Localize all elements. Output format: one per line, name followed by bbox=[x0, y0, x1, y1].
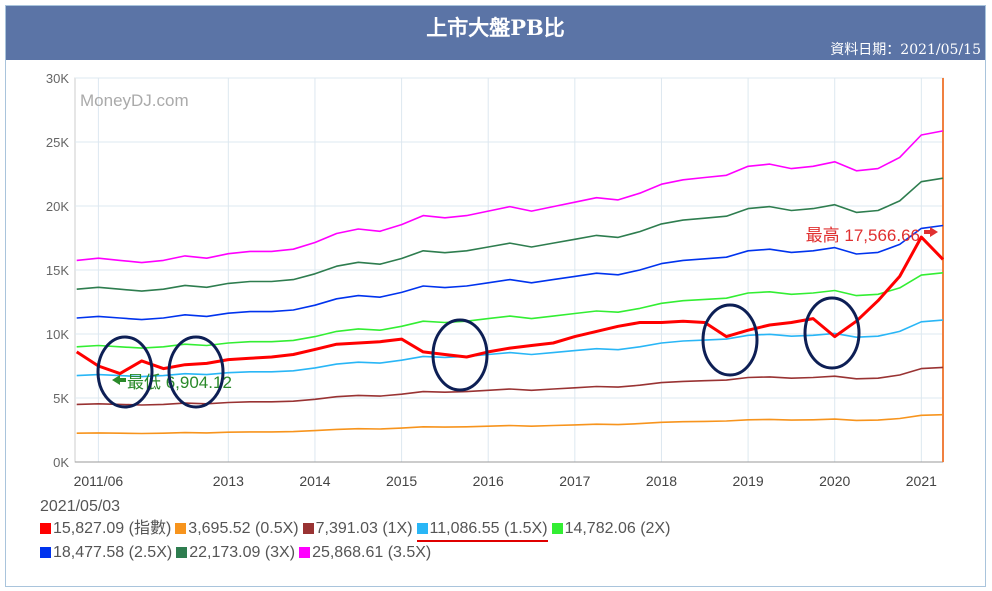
x-tick-label: 2016 bbox=[473, 473, 504, 489]
highlight-circle bbox=[167, 335, 225, 409]
x-tick-label: 2021 bbox=[906, 473, 937, 489]
y-tick-label: 25K bbox=[46, 135, 69, 150]
legend-label: 15,827.09 (指數) bbox=[53, 520, 172, 537]
legend-label: 25,868.61 (3.5X) bbox=[312, 544, 432, 561]
legend-swatch bbox=[416, 523, 428, 534]
x-tick-label: 2013 bbox=[213, 473, 244, 489]
highlight-circle bbox=[96, 335, 154, 409]
x-tick-label: 2014 bbox=[299, 473, 330, 489]
highlight-circle bbox=[701, 303, 759, 377]
chart-title: 上市大盤PB比 bbox=[426, 15, 565, 40]
legend-swatch bbox=[40, 523, 51, 534]
series-line-0_5X bbox=[76, 413, 944, 435]
arrow-right-icon bbox=[924, 227, 938, 237]
legend-date: 2021/05/03 bbox=[40, 498, 121, 515]
legend-swatch bbox=[175, 523, 187, 534]
legend-item-2X[interactable]: 14,782.06 (2X) bbox=[551, 518, 671, 540]
chart-frame bbox=[5, 5, 986, 587]
series-line-1X bbox=[76, 366, 944, 406]
legend-item-1X[interactable]: 7,391.03 (1X) bbox=[302, 518, 413, 540]
series-line-1_5X bbox=[76, 319, 944, 378]
legend-label: 11,086.55 (1.5X) bbox=[429, 520, 548, 537]
high-annotation: 最高 17,566.66 bbox=[806, 226, 920, 245]
x-tick-label: 2020 bbox=[819, 473, 850, 489]
legend-swatch bbox=[551, 523, 563, 534]
legend-label: 3,695.52 (0.5X) bbox=[188, 520, 299, 537]
y-tick-label: 5K bbox=[53, 391, 69, 406]
x-tick-label: 2018 bbox=[646, 473, 677, 489]
chart-header: 上市大盤PB比 資料日期：2021/05/15 bbox=[6, 6, 985, 60]
series-line-2_5X bbox=[76, 224, 944, 321]
y-tick-label: 0K bbox=[53, 455, 69, 470]
highlight-circle bbox=[803, 296, 861, 370]
legend-item-3X[interactable]: 22,173.09 (3X) bbox=[176, 542, 295, 564]
x-tick-label: 2015 bbox=[386, 473, 417, 489]
legend-item-指數[interactable]: 15,827.09 (指數) bbox=[40, 518, 171, 540]
y-tick-label: 20K bbox=[46, 199, 69, 214]
legend-label: 22,173.09 (3X) bbox=[189, 544, 296, 561]
legend-item-1_5X[interactable]: 11,086.55 (1.5X) bbox=[416, 518, 548, 542]
highlight-circle bbox=[431, 318, 489, 392]
legend-item-3_5X[interactable]: 25,868.61 (3.5X) bbox=[299, 542, 431, 564]
series-line-3X bbox=[76, 177, 944, 292]
data-date: 資料日期：2021/05/15 bbox=[830, 42, 981, 58]
y-tick-label: 15K bbox=[46, 263, 69, 278]
legend-swatch bbox=[302, 523, 314, 534]
arrow-left-icon bbox=[112, 375, 126, 385]
legend-label: 18,477.58 (2.5X) bbox=[53, 544, 173, 561]
legend-swatch bbox=[40, 547, 51, 558]
legend-label: 14,782.06 (2X) bbox=[564, 520, 671, 537]
watermark: MoneyDJ.com bbox=[80, 91, 189, 110]
series-line-3_5X bbox=[76, 130, 944, 264]
low-annotation: 最低 6,904.12 bbox=[127, 373, 232, 392]
legend-item-0_5X[interactable]: 3,695.52 (0.5X) bbox=[175, 518, 299, 540]
legend-item-2_5X[interactable]: 18,477.58 (2.5X) bbox=[40, 542, 172, 564]
x-tick-label: 2017 bbox=[559, 473, 590, 489]
x-tick-label: 2011/06 bbox=[74, 473, 124, 489]
y-tick-label: 30K bbox=[46, 71, 69, 86]
y-tick-label: 10K bbox=[46, 327, 69, 342]
legend-swatch bbox=[299, 547, 311, 558]
legend-label: 7,391.03 (1X) bbox=[315, 520, 413, 537]
legend: 2021/05/03 15,827.09 (指數) 3,695.52 (0.5X)… bbox=[40, 496, 674, 564]
series-line-2X bbox=[76, 272, 944, 349]
x-tick-label: 2019 bbox=[733, 473, 764, 489]
legend-swatch bbox=[176, 547, 188, 558]
